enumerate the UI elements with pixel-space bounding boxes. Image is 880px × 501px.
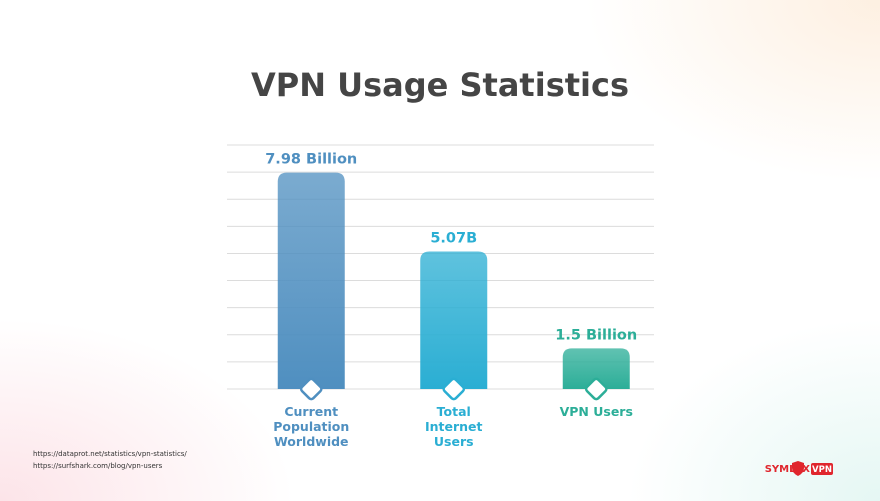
x-tick-label: VPN Users xyxy=(559,404,633,419)
source: https://surfshark.com/blog/vpn-users xyxy=(33,462,163,470)
logo-tag-bg xyxy=(811,463,833,475)
x-tick-label: Current Population Worldwide xyxy=(273,404,350,449)
base-icon xyxy=(299,377,323,401)
value-label: 7.98 Billion xyxy=(265,152,357,168)
bar xyxy=(277,172,345,389)
logo-tag: VPN xyxy=(812,465,832,475)
logo-shield xyxy=(792,461,804,476)
base-icon xyxy=(442,377,466,401)
source: https://dataprot.net/statistics/vpn-stat… xyxy=(33,450,187,458)
base-icon xyxy=(584,377,608,401)
x-tick-label: Total Internet Users xyxy=(424,404,483,449)
bar xyxy=(562,348,630,389)
value-label: 1.5 Billion xyxy=(555,327,637,343)
value-label: 5.07B xyxy=(430,231,477,247)
chart-title: VPN Usage Statistics xyxy=(251,66,629,104)
bar xyxy=(420,251,488,389)
logo-name: SYMLEX xyxy=(765,464,811,475)
